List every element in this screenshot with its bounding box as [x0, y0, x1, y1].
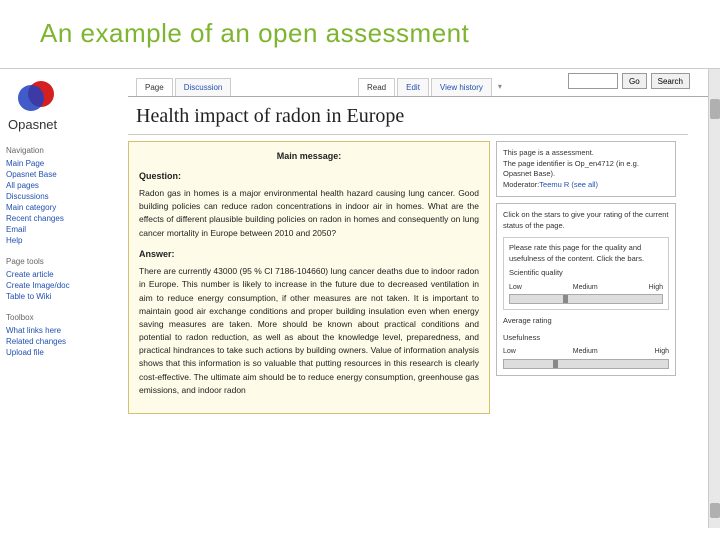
scale-high: High: [649, 283, 663, 293]
answer-label: Answer:: [139, 248, 479, 262]
tab-view-history[interactable]: View history: [431, 78, 492, 96]
go-button[interactable]: Go: [622, 73, 647, 89]
scientific-quality-label: Scientific quality: [509, 268, 663, 279]
tab-discussion[interactable]: Discussion: [175, 78, 232, 96]
nav-help[interactable]: Help: [6, 236, 124, 245]
nav-recent-changes[interactable]: Recent changes: [6, 214, 124, 223]
rating-inner-box: Please rate this page for the quality an…: [503, 237, 669, 310]
nav-all-pages[interactable]: All pages: [6, 181, 124, 190]
tab-dropdown-icon[interactable]: ▾: [494, 78, 506, 96]
nav-email[interactable]: Email: [6, 225, 124, 234]
nav-what-links-here[interactable]: What links here: [6, 326, 124, 335]
answer-text: There are currently 43000 (95 % CI 7186-…: [139, 265, 479, 397]
scale-high-2: High: [655, 347, 669, 357]
nav-main-category[interactable]: Main category: [6, 203, 124, 212]
nav-upload-file[interactable]: Upload file: [6, 348, 124, 357]
page-moderator: Moderator:Teemu R (see all): [503, 180, 669, 191]
page-type: This page is a assessment.: [503, 148, 669, 159]
scale-low-2: Low: [503, 347, 516, 357]
nav-head-toolbox: Toolbox: [6, 313, 124, 322]
scale-low: Low: [509, 283, 522, 293]
usefulness-label: Usefulness: [503, 333, 669, 344]
scale-med: Medium: [573, 283, 598, 293]
nav-opasnet-base[interactable]: Opasnet Base: [6, 170, 124, 179]
rating-box: Click on the stars to give your rating o…: [496, 203, 676, 376]
rating-instructions: Click on the stars to give your rating o…: [503, 210, 669, 231]
nav-table-to-wiki[interactable]: Table to Wiki: [6, 292, 124, 301]
usefulness-rating-bar[interactable]: [503, 359, 669, 369]
sq-rating-bar[interactable]: [509, 294, 663, 304]
tab-page[interactable]: Page: [136, 78, 173, 96]
nav-head-page-tools: Page tools: [6, 257, 124, 266]
page-identifier: The page identifier is Op_en4712 (in e.g…: [503, 159, 669, 180]
right-sidebar: This page is a assessment. The page iden…: [496, 141, 676, 414]
nav-create-image[interactable]: Create Image/doc: [6, 281, 124, 290]
rating-inner-head: Please rate this page for the quality an…: [509, 243, 663, 264]
tab-edit[interactable]: Edit: [397, 78, 429, 96]
browser-window: Opasnet Navigation Main Page Opasnet Bas…: [0, 68, 720, 528]
tab-read[interactable]: Read: [358, 78, 395, 96]
left-sidebar: Opasnet Navigation Main Page Opasnet Bas…: [6, 77, 124, 369]
search-input[interactable]: [568, 73, 618, 89]
nav-discussions[interactable]: Discussions: [6, 192, 124, 201]
logo-text: Opasnet: [8, 117, 124, 132]
top-tabs: Page Discussion Read Edit View history ▾…: [128, 69, 708, 97]
page-info-box: This page is a assessment. The page iden…: [496, 141, 676, 197]
scrollbar-thumb-bottom[interactable]: [710, 503, 720, 518]
question-text: Radon gas in homes is a major environmen…: [139, 187, 479, 240]
scale-med-2: Medium: [573, 347, 598, 357]
nav-related-changes[interactable]: Related changes: [6, 337, 124, 346]
content-area: Page Discussion Read Edit View history ▾…: [128, 69, 708, 414]
main-message-box: Main message: Question: Radon gas in hom…: [128, 141, 490, 414]
average-rating-label: Average rating: [503, 316, 669, 327]
opasnet-logo-icon: [14, 77, 66, 115]
question-label: Question:: [139, 170, 479, 184]
slide-title: An example of an open assessment: [0, 0, 720, 61]
page-title: Health impact of radon in Europe: [128, 97, 688, 135]
message-title: Main message:: [139, 150, 479, 164]
scrollbar-thumb[interactable]: [710, 99, 720, 119]
nav-create-article[interactable]: Create article: [6, 270, 124, 279]
nav-main-page[interactable]: Main Page: [6, 159, 124, 168]
nav-head-navigation: Navigation: [6, 146, 124, 155]
search-button[interactable]: Search: [651, 73, 690, 89]
scrollbar[interactable]: [708, 69, 720, 528]
